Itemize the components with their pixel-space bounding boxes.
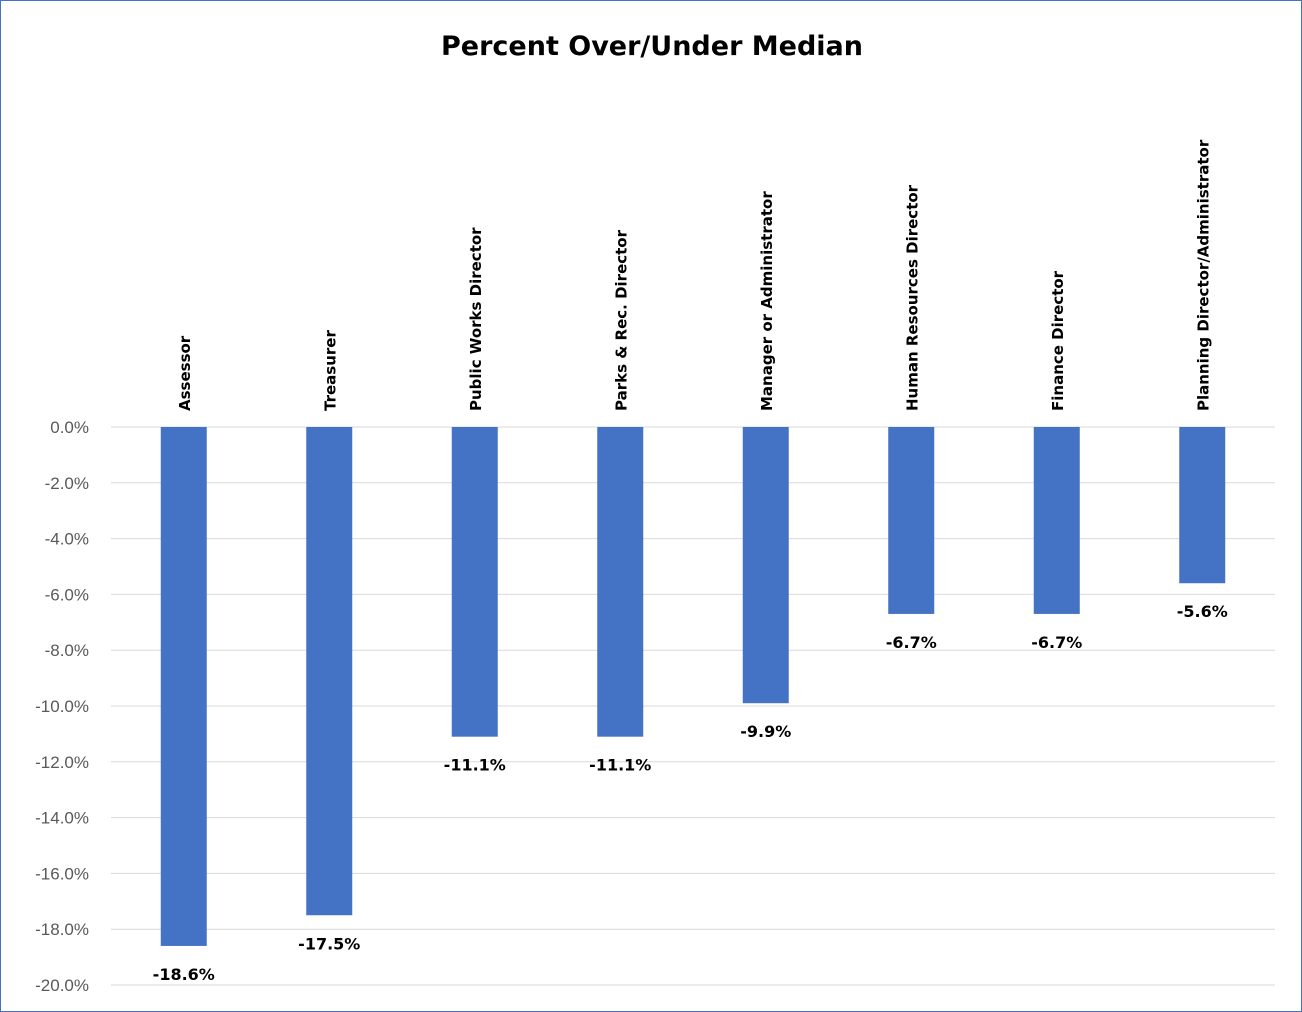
category-label: Finance Director [1049,270,1067,411]
data-label: -18.6% [153,965,215,984]
y-tick-label: -18.0% [35,920,89,939]
bar [742,427,789,704]
y-tick-label: -2.0% [45,474,89,493]
category-label: Public Works Director [467,227,485,411]
category-label: Human Resources Director [903,184,921,411]
bar [160,427,207,946]
bar [306,427,353,916]
bar [451,427,498,737]
gridlines [111,426,1275,986]
y-tick-label: -8.0% [45,641,89,660]
data-label: -9.9% [740,722,791,741]
y-tick-label: -20.0% [35,976,89,995]
y-tick-label: -10.0% [35,697,89,716]
category-labels: Assessor Treasurer Public Works Director Pa… [176,139,1213,411]
data-label: -6.7% [1031,633,1082,652]
category-label: Manager or Administrator [758,191,776,411]
data-label: -11.1% [589,756,651,775]
bar [597,427,644,737]
chart-title: Percent Over/Under Median [441,31,863,62]
category-label: Treasurer [321,330,339,411]
y-tick-label: -6.0% [45,585,89,604]
bar [1179,427,1226,584]
y-tick-label: -16.0% [35,864,89,883]
bars [160,427,1226,946]
data-label: -17.5% [298,934,360,953]
category-label: Assessor [176,335,194,411]
y-tick-label: -4.0% [45,530,89,549]
y-axis-tick-labels: 0.0% -2.0% -4.0% -6.0% -8.0% -10.0% -12.0% -14.… [35,418,89,995]
data-label: -11.1% [444,756,506,775]
data-labels: -18.6% -17.5% -11.1% -11.1% -9.9% -6.7% -6.7% -… [153,602,1228,984]
data-label: -6.7% [886,633,937,652]
y-tick-label: -14.0% [35,809,89,828]
y-tick-label: -12.0% [35,753,89,772]
data-label: -5.6% [1177,602,1228,621]
bar [1033,427,1080,614]
y-tick-label: 0.0% [50,418,89,437]
bar [888,427,935,614]
category-label: Parks & Rec. Director [612,229,630,411]
category-label: Planning Director/Administrator [1194,139,1212,411]
